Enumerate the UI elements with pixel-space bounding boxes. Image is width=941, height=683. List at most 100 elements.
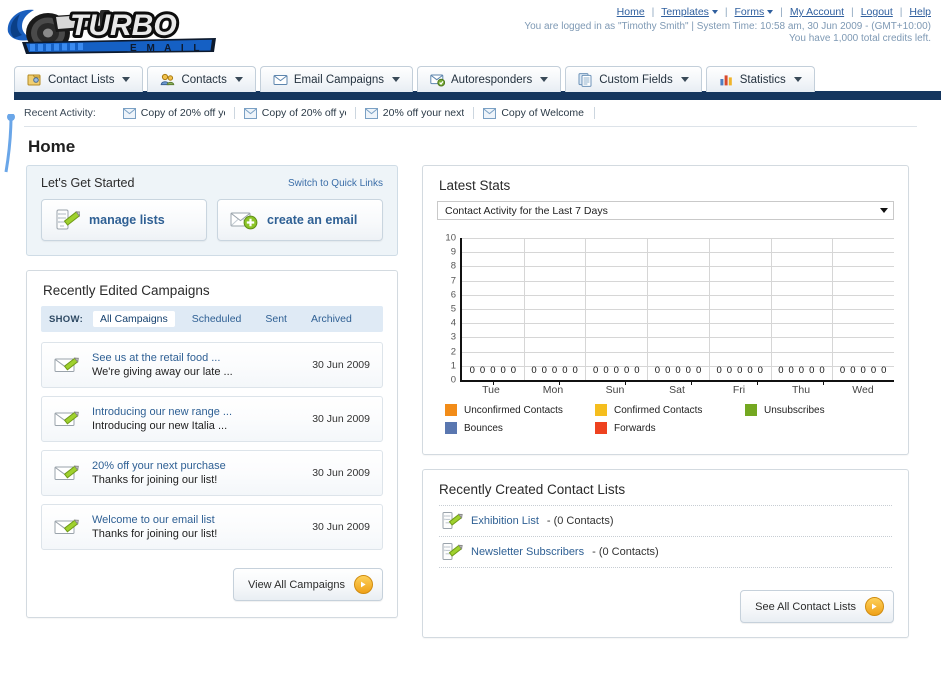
list-pencil-icon (442, 543, 463, 560)
y-tick: 1 (450, 360, 456, 372)
legend-item-unsubscribes: Unsubscribes (745, 404, 825, 416)
right-column: Latest Stats Contact Activity for the La… (422, 165, 909, 638)
contact-list-row[interactable]: Newsletter Subscribers - (0 Contacts) (439, 537, 892, 568)
campaign-text: Introducing our new range ... Introducin… (92, 405, 302, 433)
bar-value: 0 (726, 365, 733, 376)
y-tick: 2 (450, 346, 456, 358)
campaign-subject[interactable]: Welcome to our email list (92, 514, 215, 526)
bar-group: 0 0 0 0 0 (832, 366, 894, 376)
x-tickmark (691, 380, 692, 385)
recent-activity-item[interactable]: 20% off your next (356, 107, 475, 119)
gridline-h (462, 294, 894, 296)
nav-tab-contacts[interactable]: Contacts (147, 66, 256, 92)
get-started-buttons: manage lists create an email (41, 199, 383, 241)
bar-value: 0 (654, 365, 661, 376)
recent-activity-item-label: 20% off your next (382, 107, 465, 119)
header-link-help[interactable]: Help (909, 6, 931, 18)
envelope-pencil-icon (54, 411, 79, 426)
bar-value: 0 (634, 365, 640, 376)
nav-tab-autoresponders[interactable]: Autoresponders (417, 66, 562, 92)
y-tick: 9 (450, 246, 456, 258)
filter-archived[interactable]: Archived (310, 313, 352, 325)
nav-tab-list: Contact Lists Contacts Email Campa (14, 66, 815, 92)
bar-value: 0 (860, 365, 866, 376)
nav-tab-email-campaigns[interactable]: Email Campaigns (259, 66, 413, 92)
switch-to-quick-links[interactable]: Switch to Quick Links (287, 177, 383, 189)
view-all-campaigns-button[interactable]: View All Campaigns (232, 568, 383, 601)
header-links: Home | Templates | Forms | My Account | … (617, 6, 931, 18)
create-an-email-button[interactable]: create an email (217, 199, 383, 241)
campaign-date: 30 Jun 2009 (312, 413, 370, 425)
divider (24, 126, 917, 127)
chevron-down-icon (122, 77, 131, 82)
campaign-row[interactable]: Introducing our new range ... Introducin… (41, 396, 383, 442)
filter-sent[interactable]: Sent (265, 313, 287, 325)
header-link-my-account[interactable]: My Account (789, 6, 845, 18)
svg-text:TURBO: TURBO (70, 9, 177, 42)
bar-value: 0 (881, 365, 887, 376)
nav-tab-custom-fields[interactable]: Custom Fields (565, 66, 702, 92)
campaign-subject[interactable]: 20% off your next purchase (92, 460, 226, 472)
header-link-forms[interactable]: Forms (735, 6, 774, 18)
envelope-icon (243, 107, 257, 119)
gridline-h (462, 323, 894, 325)
header-link-logout[interactable]: Logout (860, 6, 893, 18)
x-tickmark (625, 380, 626, 385)
gridline-h (462, 252, 894, 254)
legend-swatch (445, 404, 457, 416)
gridline-v (770, 238, 772, 380)
bar-value: 0 (613, 365, 619, 376)
nav-tab-contact-lists[interactable]: Contact Lists (14, 66, 144, 92)
campaign-row[interactable]: Welcome to our email list Thanks for joi… (41, 504, 383, 550)
campaign-row[interactable]: See us at the retail food ... We're givi… (41, 342, 383, 388)
autoresponder-icon (430, 74, 445, 87)
stats-range-select[interactable]: Contact Activity for the Last 7 Days (437, 201, 894, 220)
gridline-h (462, 280, 894, 282)
see-all-contact-lists-button[interactable]: See All Contact Lists (740, 590, 894, 623)
recently-edited-campaigns-panel: Recently Edited Campaigns SHOW: All Camp… (26, 270, 398, 618)
bar-value: 0 (541, 365, 547, 376)
x-tick-label: Wed (852, 384, 874, 396)
campaign-subject[interactable]: Introducing our new range ... (92, 406, 233, 418)
filter-all-campaigns[interactable]: All Campaigns (93, 311, 175, 327)
chart-x-axis: Tue Mon Sun Sat Fri Thu Wed (460, 384, 894, 396)
manage-lists-button[interactable]: manage lists (41, 199, 207, 241)
chevron-down-icon (767, 10, 774, 15)
recent-activity-item[interactable]: Copy of Welcome to (474, 107, 596, 119)
get-started-title: Let's Get Started (41, 176, 135, 190)
bar-value: 0 (809, 365, 815, 376)
bar-group: 0 0 0 0 0 (524, 366, 586, 376)
filter-scheduled[interactable]: Scheduled (191, 313, 242, 325)
bar-value: 0 (469, 365, 475, 376)
nav-tab-label: Statistics (739, 73, 786, 86)
campaign-subject[interactable]: See us at the retail food ... (92, 352, 221, 364)
bar-value: 0 (788, 365, 794, 376)
contact-list-name[interactable]: Newsletter Subscribers (471, 546, 585, 558)
contact-lists-icon (27, 74, 41, 86)
bar-value: 0 (757, 365, 763, 376)
contact-activity-chart: 10 9 8 7 6 5 4 3 2 1 0 (437, 233, 894, 398)
campaign-row[interactable]: 20% off your next purchase Thanks for jo… (41, 450, 383, 496)
bar-value: 0 (562, 365, 568, 376)
legend-swatch (595, 422, 607, 434)
header-link-home[interactable]: Home (616, 6, 645, 18)
x-tickmark (559, 380, 560, 385)
contact-list-name[interactable]: Exhibition List (471, 515, 539, 527)
x-tick-label: Sat (669, 384, 685, 396)
bar-value: 0 (737, 365, 743, 376)
bar-value: 0 (603, 365, 609, 376)
y-tick: 7 (450, 275, 456, 287)
x-tick-label: Mon (542, 384, 564, 396)
main-content: Let's Get Started Switch to Quick Links (0, 165, 941, 638)
campaign-preview: Thanks for joining our list! (92, 528, 218, 540)
header-link-templates[interactable]: Templates (661, 6, 718, 18)
envelope-plus-icon (230, 212, 258, 230)
envelope-icon (483, 107, 497, 119)
left-column: Let's Get Started Switch to Quick Links (26, 165, 398, 618)
recent-activity-item[interactable]: Copy of 20% off yo (114, 107, 235, 119)
contact-list-row[interactable]: Exhibition List - (0 Contacts) (439, 505, 892, 537)
recent-activity-item[interactable]: Copy of 20% off yo (235, 107, 356, 119)
nav-tab-statistics[interactable]: Statistics (705, 66, 815, 92)
chart-y-axis: 10 9 8 7 6 5 4 3 2 1 0 (437, 233, 459, 385)
nav-tab-label: Email Campaigns (293, 73, 384, 86)
